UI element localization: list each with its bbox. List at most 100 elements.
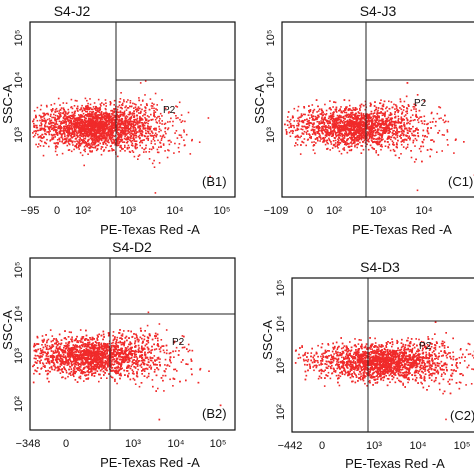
event-point [382, 122, 384, 124]
event-point [290, 130, 292, 132]
event-point [53, 126, 56, 129]
event-point [89, 137, 92, 140]
event-point [359, 104, 361, 107]
event-point [421, 122, 424, 125]
event-point [316, 132, 318, 134]
event-point [296, 109, 299, 112]
event-point [335, 132, 337, 134]
event-point [360, 138, 363, 140]
event-point [350, 149, 352, 152]
event-point [371, 136, 374, 138]
event-point [367, 118, 370, 120]
event-point [138, 137, 141, 140]
event-point [127, 125, 129, 128]
event-point [366, 135, 368, 138]
event-point [153, 107, 155, 110]
event-point [110, 140, 113, 142]
event-point [77, 126, 80, 129]
event-point [353, 126, 355, 129]
event-point [77, 145, 80, 147]
event-point [296, 144, 299, 146]
event-point [162, 135, 164, 137]
event-point [357, 136, 359, 139]
event-point [32, 132, 34, 134]
event-point [430, 148, 433, 151]
event-point [74, 128, 77, 131]
plot-frame [29, 21, 236, 198]
event-point [106, 121, 108, 123]
event-point [74, 114, 76, 117]
event-point [124, 126, 126, 128]
event-point [66, 139, 68, 141]
event-point [97, 114, 99, 116]
event-point [345, 125, 347, 128]
event-point [91, 146, 94, 149]
event-point [368, 137, 371, 139]
event-point [116, 114, 119, 116]
event-point [75, 127, 78, 129]
event-point [119, 98, 122, 100]
event-point [142, 123, 145, 125]
event-point [341, 127, 343, 129]
event-point [323, 118, 326, 121]
event-point [52, 127, 55, 129]
event-point [39, 124, 41, 127]
event-point [156, 151, 159, 154]
event-point [348, 149, 351, 152]
event-point [394, 125, 396, 127]
event-point [125, 105, 127, 107]
event-point [56, 139, 59, 141]
event-point [329, 118, 332, 121]
event-point [353, 123, 355, 126]
event-point [346, 120, 348, 123]
event-point [90, 120, 93, 123]
event-point [405, 117, 408, 119]
event-point [125, 119, 127, 121]
event-point [74, 120, 77, 122]
event-point [90, 127, 93, 130]
event-point [381, 134, 384, 137]
event-point [85, 143, 88, 145]
event-point [96, 147, 99, 150]
event-point [397, 110, 400, 112]
event-point [363, 118, 366, 121]
event-point [110, 126, 113, 129]
event-point [130, 124, 133, 127]
event-point [353, 109, 355, 111]
event-point [360, 129, 363, 132]
event-point [44, 129, 47, 131]
event-point [151, 132, 154, 134]
event-point [76, 121, 79, 123]
event-point [67, 112, 69, 114]
event-point [400, 108, 403, 111]
event-point [316, 125, 318, 128]
event-point [331, 135, 333, 137]
event-point [167, 112, 170, 114]
event-point [110, 136, 112, 139]
event-point [345, 111, 348, 114]
event-point [89, 98, 91, 100]
event-point [120, 140, 122, 142]
event-point [338, 121, 341, 123]
event-point [121, 132, 123, 134]
event-point [359, 130, 362, 133]
event-point [118, 142, 120, 145]
event-point [361, 116, 363, 118]
event-point [340, 130, 342, 132]
event-point [284, 123, 286, 126]
event-point [145, 132, 147, 134]
event-point [355, 122, 357, 124]
event-point [362, 125, 364, 127]
event-point [116, 140, 119, 142]
event-point [381, 136, 383, 138]
event-point [320, 129, 322, 132]
event-point [141, 108, 143, 111]
event-point [328, 134, 331, 136]
event-point [357, 139, 360, 141]
event-point [68, 138, 70, 141]
event-point [403, 124, 405, 127]
event-point [380, 148, 382, 151]
event-point [84, 117, 86, 119]
event-point [318, 136, 320, 138]
event-point [347, 129, 350, 132]
